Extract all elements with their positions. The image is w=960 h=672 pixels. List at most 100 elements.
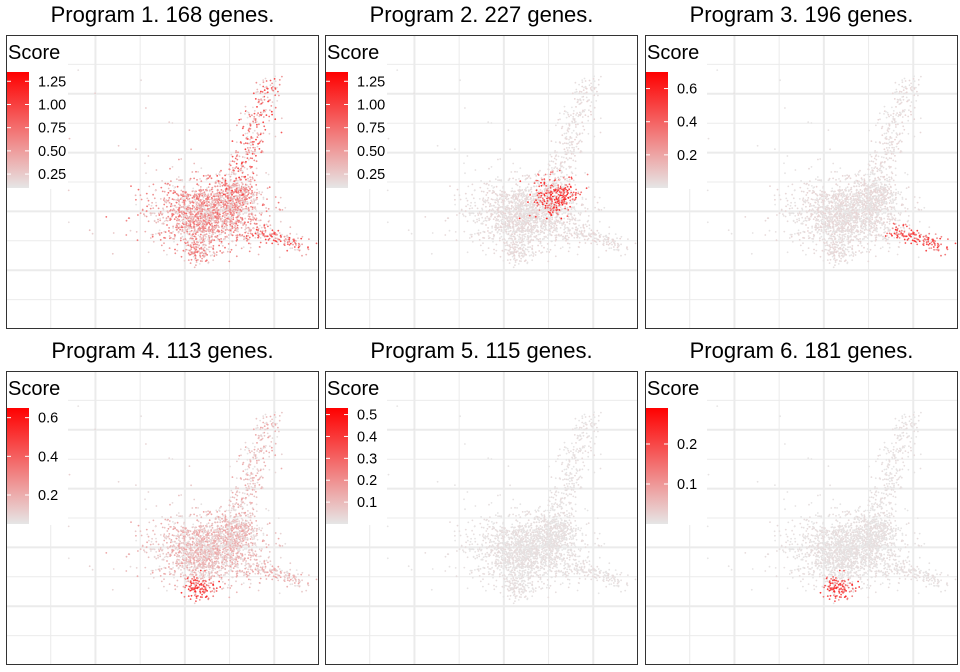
scatter-point xyxy=(265,109,267,111)
scatter-point xyxy=(271,101,274,103)
scatter-point xyxy=(145,192,148,195)
scatter-point xyxy=(616,237,618,240)
scatter-point xyxy=(205,248,208,250)
scatter-point xyxy=(196,208,199,211)
scatter-point xyxy=(444,219,447,222)
scatter-point xyxy=(208,222,211,225)
scatter-point xyxy=(252,234,254,237)
scatter-point xyxy=(492,235,495,238)
scatter-point xyxy=(185,221,188,223)
scatter-point xyxy=(548,204,551,207)
scatter-point xyxy=(238,176,241,179)
scatter-point xyxy=(487,227,489,229)
scatter-point xyxy=(455,239,458,242)
scatter-point xyxy=(254,218,257,221)
scatter-point xyxy=(250,135,253,138)
scatter-point xyxy=(543,246,545,249)
scatter-point xyxy=(516,234,519,237)
scatter-point xyxy=(153,212,156,215)
scatter-point xyxy=(407,229,410,232)
scatter-point xyxy=(247,221,250,224)
scatter-point xyxy=(220,238,223,240)
scatter-point xyxy=(214,185,217,188)
scatter-point xyxy=(240,164,243,167)
scatter-point xyxy=(571,198,574,201)
scatter-point xyxy=(210,197,213,199)
scatter-point xyxy=(546,237,549,240)
scatter-point xyxy=(194,199,197,202)
scatter-point xyxy=(584,85,587,88)
scatter-point xyxy=(203,201,206,204)
scatter-point xyxy=(503,228,506,231)
scatter-point xyxy=(201,260,203,263)
scatter-point xyxy=(244,212,246,214)
scatter-point xyxy=(242,222,244,225)
scatter-point xyxy=(256,226,259,229)
scatter-point xyxy=(535,185,538,188)
scatter-point xyxy=(241,161,244,164)
scatter-point xyxy=(251,190,253,192)
scatter-point xyxy=(448,229,451,232)
scatter-point xyxy=(572,159,575,162)
scatter-point xyxy=(561,213,564,215)
scatter-point xyxy=(183,211,185,214)
scatter-point xyxy=(260,193,262,196)
scatter-point xyxy=(238,118,241,121)
scatter-point xyxy=(248,113,251,116)
scatter-point xyxy=(566,185,569,188)
scatter-point xyxy=(192,250,195,253)
scatter-point xyxy=(573,232,576,235)
scatter-point xyxy=(570,186,572,189)
scatter-point xyxy=(135,148,137,151)
scatter-point xyxy=(144,230,147,233)
scatter-point xyxy=(581,79,584,81)
scatter-point xyxy=(229,199,232,202)
scatter-point xyxy=(242,224,245,226)
scatter-point xyxy=(247,174,249,176)
scatter-point xyxy=(530,216,533,218)
scatter-point xyxy=(581,96,584,98)
scatter-point xyxy=(597,94,599,97)
scatter-point xyxy=(77,69,80,71)
scatter-point xyxy=(67,189,70,192)
scatter-point xyxy=(191,197,194,199)
scatter-point xyxy=(212,203,215,206)
scatter-point xyxy=(479,244,482,247)
scatter-point xyxy=(182,214,185,217)
scatter-point xyxy=(540,194,543,197)
scatter-point xyxy=(189,223,192,226)
scatter-point xyxy=(245,137,248,139)
scatter-point xyxy=(508,194,511,197)
scatter-point xyxy=(550,155,553,158)
scatter-point xyxy=(564,137,567,139)
scatter-point xyxy=(242,193,244,196)
scatter-point xyxy=(529,228,532,231)
scatter-point xyxy=(266,91,269,94)
scatter-point xyxy=(474,201,476,204)
scatter-point xyxy=(555,158,558,161)
scatter-point xyxy=(537,174,540,176)
scatter-point xyxy=(265,210,268,213)
scatter-point xyxy=(199,256,202,258)
scatter-point xyxy=(521,189,524,191)
scatter-point xyxy=(568,146,571,149)
scatter-point xyxy=(245,196,247,199)
scatter-point xyxy=(553,203,556,206)
scatter-point xyxy=(207,196,210,199)
scatter-point xyxy=(469,204,472,207)
scatter-point xyxy=(254,232,257,235)
scatter-point xyxy=(518,238,520,241)
scatter-point xyxy=(564,207,566,210)
scatter-point xyxy=(201,252,204,255)
scatter-point xyxy=(476,218,478,221)
scatter-point xyxy=(240,227,243,229)
scatter-point xyxy=(577,142,580,144)
scatter-point xyxy=(231,193,234,196)
scatter-point xyxy=(531,212,534,214)
scatter-point xyxy=(168,121,171,123)
scatter-point xyxy=(247,129,250,132)
scatter-point xyxy=(530,202,532,205)
scatter-point xyxy=(577,212,580,215)
scatter-point xyxy=(234,182,237,185)
scatter-point xyxy=(249,115,252,118)
